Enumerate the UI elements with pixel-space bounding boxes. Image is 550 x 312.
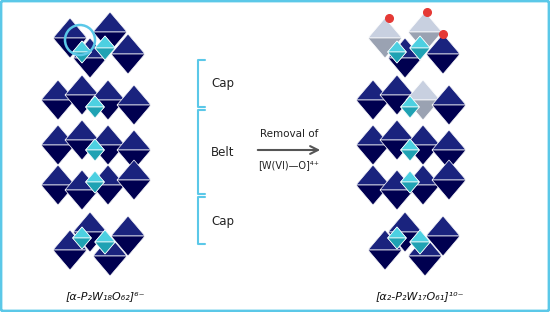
Polygon shape	[73, 52, 91, 63]
Polygon shape	[400, 96, 410, 118]
Polygon shape	[373, 125, 390, 165]
Polygon shape	[58, 80, 75, 120]
Polygon shape	[410, 139, 419, 161]
Polygon shape	[73, 38, 90, 78]
Polygon shape	[93, 12, 127, 32]
Polygon shape	[400, 139, 410, 161]
Polygon shape	[117, 160, 151, 180]
Polygon shape	[86, 171, 104, 182]
Polygon shape	[110, 12, 127, 52]
Polygon shape	[410, 36, 430, 48]
Polygon shape	[432, 160, 466, 180]
Polygon shape	[425, 236, 442, 276]
Polygon shape	[405, 38, 422, 78]
Polygon shape	[356, 100, 390, 120]
Polygon shape	[93, 236, 127, 256]
Polygon shape	[408, 236, 442, 256]
Polygon shape	[117, 85, 151, 105]
Polygon shape	[368, 230, 402, 250]
Polygon shape	[449, 130, 466, 170]
Polygon shape	[426, 34, 443, 74]
Polygon shape	[73, 212, 107, 232]
Polygon shape	[443, 34, 460, 74]
Polygon shape	[95, 96, 104, 118]
Text: [α-P₂W₁₈O₆₂]⁶⁻: [α-P₂W₁₈O₆₂]⁶⁻	[65, 291, 145, 301]
Polygon shape	[426, 216, 443, 256]
Polygon shape	[117, 160, 134, 200]
Polygon shape	[86, 139, 95, 161]
Polygon shape	[388, 227, 406, 238]
Polygon shape	[65, 75, 82, 115]
Polygon shape	[93, 32, 127, 52]
Polygon shape	[82, 170, 99, 210]
Polygon shape	[117, 130, 134, 170]
Text: [α₂-P₂W₁₇O₆₁]¹⁰⁻: [α₂-P₂W₁₇O₆₁]¹⁰⁻	[376, 291, 464, 301]
Polygon shape	[449, 85, 466, 125]
Polygon shape	[41, 125, 75, 145]
Polygon shape	[380, 75, 397, 115]
Polygon shape	[356, 80, 373, 120]
Polygon shape	[406, 80, 423, 120]
Polygon shape	[406, 165, 423, 205]
Polygon shape	[388, 38, 405, 78]
Polygon shape	[73, 238, 91, 249]
Polygon shape	[53, 18, 70, 58]
Polygon shape	[117, 105, 151, 125]
Polygon shape	[410, 230, 420, 254]
Polygon shape	[65, 140, 99, 160]
Polygon shape	[380, 170, 414, 190]
Polygon shape	[65, 190, 99, 210]
Polygon shape	[388, 58, 422, 78]
Polygon shape	[86, 171, 95, 193]
Polygon shape	[408, 12, 442, 32]
Polygon shape	[91, 100, 125, 120]
Polygon shape	[432, 130, 466, 150]
Polygon shape	[95, 139, 104, 161]
Polygon shape	[388, 212, 405, 252]
Polygon shape	[410, 36, 420, 60]
Polygon shape	[380, 140, 414, 160]
Polygon shape	[432, 85, 466, 105]
Polygon shape	[426, 34, 460, 54]
Polygon shape	[388, 238, 406, 249]
Polygon shape	[356, 80, 390, 100]
Polygon shape	[73, 41, 91, 52]
Polygon shape	[410, 230, 430, 242]
Polygon shape	[400, 107, 419, 118]
Polygon shape	[368, 18, 385, 58]
Polygon shape	[117, 130, 151, 150]
Polygon shape	[90, 212, 107, 252]
Polygon shape	[449, 160, 466, 200]
Polygon shape	[356, 125, 373, 165]
Text: [W(VI)—O]⁴⁺: [W(VI)—O]⁴⁺	[258, 160, 320, 170]
Polygon shape	[406, 80, 440, 100]
Polygon shape	[53, 230, 70, 270]
Polygon shape	[380, 75, 414, 95]
Polygon shape	[111, 216, 128, 256]
Polygon shape	[426, 236, 460, 256]
Polygon shape	[58, 165, 75, 205]
Polygon shape	[368, 230, 385, 270]
Polygon shape	[90, 38, 107, 78]
Polygon shape	[86, 182, 104, 193]
Polygon shape	[41, 185, 75, 205]
Polygon shape	[432, 160, 449, 200]
Polygon shape	[368, 250, 402, 270]
Polygon shape	[410, 48, 430, 60]
Polygon shape	[134, 130, 151, 170]
Polygon shape	[388, 41, 406, 52]
Polygon shape	[406, 145, 440, 165]
Polygon shape	[423, 165, 440, 205]
Polygon shape	[65, 95, 99, 115]
Polygon shape	[388, 212, 422, 232]
Polygon shape	[356, 165, 373, 205]
Polygon shape	[91, 80, 108, 120]
Polygon shape	[111, 34, 145, 54]
Polygon shape	[423, 80, 440, 120]
Polygon shape	[380, 170, 397, 210]
Polygon shape	[111, 34, 128, 74]
Polygon shape	[65, 170, 82, 210]
Polygon shape	[91, 80, 125, 100]
Polygon shape	[397, 75, 414, 115]
